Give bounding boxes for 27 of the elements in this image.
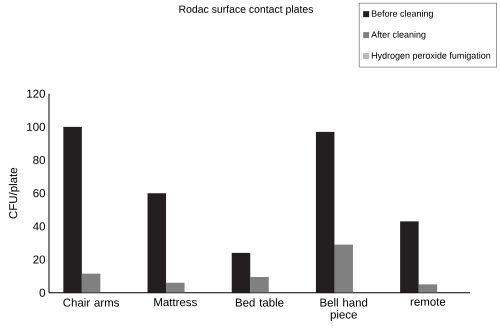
- x-tick-label: Bed table: [236, 298, 284, 307]
- y-tick-label: 120: [27, 90, 46, 98]
- chart-title: Rodac surface contact plates: [179, 5, 314, 15]
- bar: [334, 244, 353, 293]
- y-axis-title: CFU/plate: [8, 168, 20, 218]
- y-tick-label: 80: [33, 156, 46, 164]
- bar: [63, 126, 82, 293]
- legend-label: Hydrogen peroxide fumigation: [372, 52, 490, 60]
- x-tick-label: Chair arms: [63, 298, 119, 307]
- bar: [232, 252, 250, 293]
- y-tick-label: 60: [33, 189, 46, 198]
- x-tick-label: Mattress: [154, 298, 197, 306]
- bar: [148, 193, 166, 293]
- bar: [400, 221, 419, 293]
- y-tick-label: 40: [33, 222, 46, 230]
- bar: [316, 132, 334, 293]
- bar: [166, 282, 185, 293]
- x-tick-label: remote: [410, 298, 446, 306]
- y-tick-label: 0: [40, 288, 46, 297]
- legend-label: After cleaning: [371, 31, 426, 40]
- x-tick-label: Bell hand piece: [320, 298, 368, 321]
- bar: [250, 276, 269, 293]
- legend-label: Before cleaning: [372, 10, 433, 18]
- bar: [418, 284, 438, 293]
- y-tick-label: 100: [27, 122, 46, 131]
- y-tick-label: 20: [33, 255, 46, 264]
- bar: [82, 274, 100, 293]
